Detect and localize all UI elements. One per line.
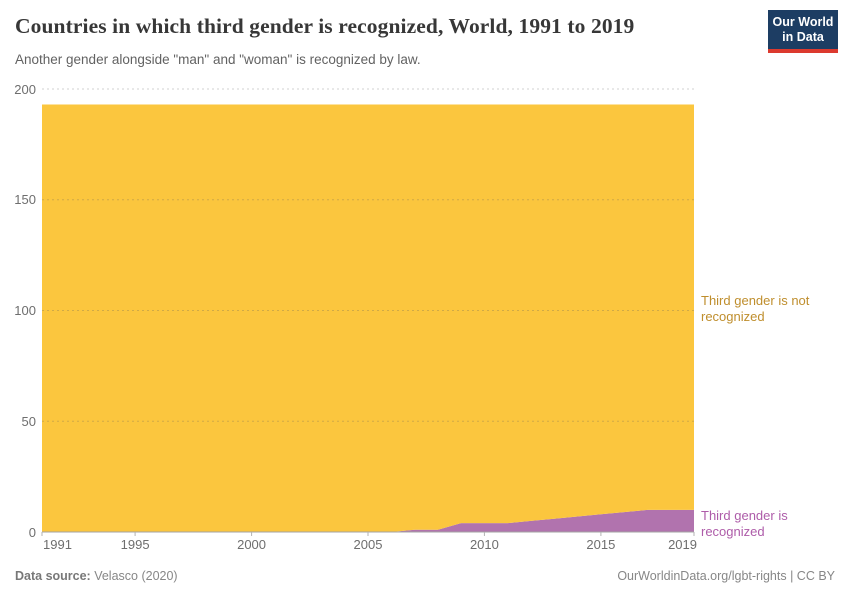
data-source-value: Velasco (2020): [90, 569, 178, 583]
data-source-note: Data source: Velasco (2020): [15, 569, 178, 583]
y-tick-label-200: 200: [14, 81, 36, 97]
area-third-gender-recognized: [42, 509, 694, 532]
chart-subtitle: Another gender alongside "man" and "woma…: [15, 52, 421, 67]
x-tick-label-2000: 2000: [237, 537, 267, 552]
x-tick-label-2005: 2005: [353, 537, 383, 552]
area-third-gender-not-recognized: [42, 104, 694, 532]
data-source-label: Data source:: [15, 569, 91, 583]
y-tick-label-100: 100: [14, 303, 36, 318]
x-tick-label-2019: 2019: [668, 537, 697, 552]
credit-note: OurWorldinData.org/lgbt-rights | CC BY: [617, 569, 835, 583]
chart-title: Countries in which third gender is recog…: [15, 14, 635, 38]
y-tick-label-50: 50: [21, 413, 36, 429]
series-label-not-recognized: Third gender is not recognized: [701, 293, 810, 324]
x-tick-label-1995: 1995: [120, 537, 150, 552]
x-tick-label-1991: 1991: [43, 537, 72, 552]
owid-logo-line2: in Data: [782, 30, 824, 44]
owid-logo-line1: Our World: [772, 15, 834, 29]
x-tick-label-2010: 2010: [469, 537, 499, 552]
y-tick-label-0: 0: [28, 524, 36, 540]
owid-logo: Our World in Data: [768, 10, 838, 53]
x-tick-label-2015: 2015: [586, 537, 616, 552]
series-label-recognized: Third gender is recognized: [701, 508, 788, 539]
chart-footer: Data source: Velasco (2020) OurWorldinDa…: [15, 569, 835, 583]
y-tick-label-150: 150: [14, 192, 36, 208]
